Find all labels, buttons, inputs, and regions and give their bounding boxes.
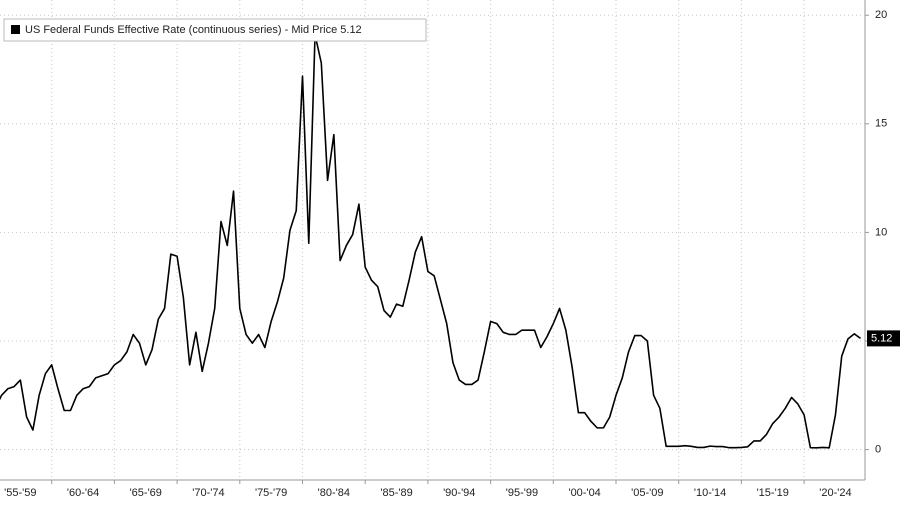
x-tick-label: '05-'09: [631, 487, 663, 499]
last-value-tag: [867, 330, 900, 347]
x-tick-label: '20-'24: [819, 487, 851, 499]
legend-swatch: [11, 25, 20, 34]
x-tick-label: '60-'64: [67, 487, 99, 499]
x-tick-label: '55-'59: [4, 487, 36, 499]
legend-box: [3, 18, 427, 42]
legend-name: US Federal Funds Effective Rate (continu…: [25, 24, 337, 36]
x-tick-label: '10-'14: [694, 487, 726, 499]
x-tick-label: '15-'19: [757, 487, 789, 499]
legend-last-value: 5.12: [340, 24, 361, 36]
series-line: [0, 33, 862, 449]
last-value-label: 5.12: [871, 332, 892, 344]
y-tick-label: 10: [875, 226, 887, 238]
x-tick-label: '90-'94: [443, 487, 475, 499]
x-tick-label: '75-'79: [255, 487, 287, 499]
x-tick-label: '80-'84: [318, 487, 350, 499]
legend: US Federal Funds Effective Rate (continu…: [3, 18, 427, 42]
legend-label: US Federal Funds Effective Rate (continu…: [25, 24, 362, 36]
x-tick-label: '95-'99: [506, 487, 538, 499]
y-tick-label: 15: [875, 118, 887, 130]
x-tick-label: '70-'74: [192, 487, 224, 499]
x-tick-label: '85-'89: [380, 487, 412, 499]
grid: [0, 0, 865, 480]
plot-area: [0, 33, 862, 449]
y-tick-label: 0: [875, 443, 881, 455]
x-tick-label: '65-'69: [130, 487, 162, 499]
x-tick-label: '00-'04: [568, 487, 600, 499]
y-tick-label: 20: [875, 9, 887, 21]
